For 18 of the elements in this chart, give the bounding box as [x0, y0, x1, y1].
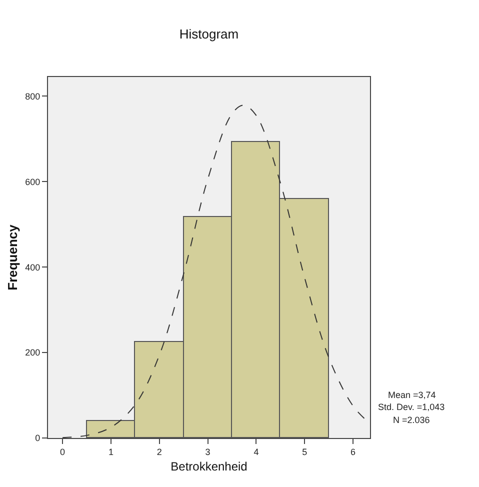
x-tick-label: 0	[60, 446, 66, 457]
text: N =2.036	[393, 415, 430, 425]
text: Std. Dev. =1,043	[378, 402, 445, 412]
y-axis-title: Frequency	[5, 224, 20, 290]
x-tick-label: 6	[350, 446, 356, 457]
text: Mean =3,74	[388, 390, 436, 400]
x-tick-label: 5	[302, 446, 308, 457]
x-tick-label: 1	[108, 446, 114, 457]
y-tick-label: 0	[35, 433, 40, 444]
y-tick-label: 200	[25, 348, 40, 358]
x-tick-label: 2	[156, 446, 162, 457]
y-tick-label: 400	[25, 262, 40, 272]
x-axis-title: Betrokkenheid	[170, 460, 248, 474]
y-tick-label: 800	[25, 91, 40, 102]
chart-title: Histogram	[179, 26, 239, 42]
x-tick-label: 4	[254, 446, 259, 457]
y-tick-label: 600	[25, 176, 40, 187]
x-tick-label: 3	[205, 446, 210, 457]
